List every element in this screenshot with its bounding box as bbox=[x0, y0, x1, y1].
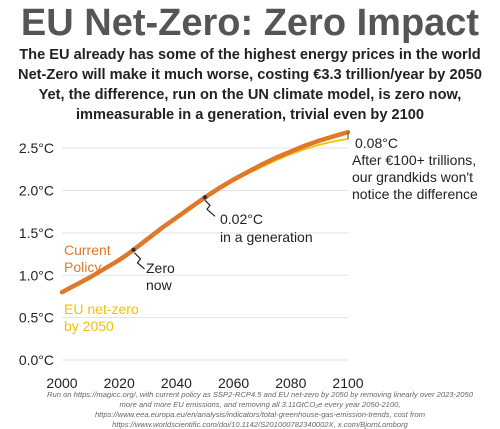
series-label-current-policy: Current bbox=[64, 242, 111, 258]
y-tick-label: 1.5°C bbox=[19, 225, 54, 241]
chart-title: EU Net-Zero: Zero Impact bbox=[20, 2, 480, 44]
series-label-current-policy: Policy bbox=[64, 259, 101, 275]
annotation-leader bbox=[204, 199, 216, 217]
series-line-current-policy bbox=[59, 129, 351, 295]
x-tick-label: 2060 bbox=[218, 375, 249, 391]
annotation-generation-text: 0.02°C bbox=[220, 211, 263, 227]
y-tick-label: 0.5°C bbox=[19, 310, 54, 326]
annotation-marker bbox=[131, 247, 136, 253]
x-tick-label: 2000 bbox=[46, 375, 77, 391]
subtitle-line-4: immeasurable in a generation, trivial ev… bbox=[76, 107, 424, 123]
y-tick-label: 2.5°C bbox=[19, 140, 54, 156]
source-note: Run on https://magicc.org/, with current… bbox=[47, 390, 473, 429]
series-label-eu-net-zero: EU net-zero bbox=[64, 301, 139, 317]
annotation-generation-text: in a generation bbox=[220, 229, 313, 245]
annotation-2100-text: 0.08°C bbox=[355, 135, 398, 151]
annotation-zero-now-text: now bbox=[146, 277, 173, 293]
annotation-2100-text: notice the difference bbox=[352, 186, 478, 202]
x-tick-label: 2040 bbox=[161, 375, 192, 391]
annotation-zero-now-text: Zero bbox=[146, 260, 175, 276]
x-tick-label: 2080 bbox=[275, 375, 306, 391]
annotation-leader bbox=[134, 252, 145, 270]
subtitle-line-3: Yet, the difference, run on the UN clima… bbox=[38, 87, 462, 103]
annotation-marker bbox=[202, 195, 208, 200]
annotation-2100-text: our grandkids won't bbox=[352, 169, 473, 185]
x-tick-label: 2100 bbox=[332, 375, 363, 391]
y-tick-label: 2.0°C bbox=[19, 183, 54, 199]
subtitle-line-1: The EU already has some of the highest e… bbox=[19, 47, 481, 63]
y-tick-label: 1.0°C bbox=[19, 267, 54, 283]
subtitle-line-2: Net-Zero will make it much worse, costin… bbox=[18, 67, 482, 83]
annotation-2100-text: After €100+ trillions, bbox=[352, 152, 476, 168]
x-tick-label: 2020 bbox=[104, 375, 135, 391]
y-tick-label: 0.0°C bbox=[19, 352, 54, 368]
series-label-eu-net-zero: by 2050 bbox=[64, 318, 114, 334]
